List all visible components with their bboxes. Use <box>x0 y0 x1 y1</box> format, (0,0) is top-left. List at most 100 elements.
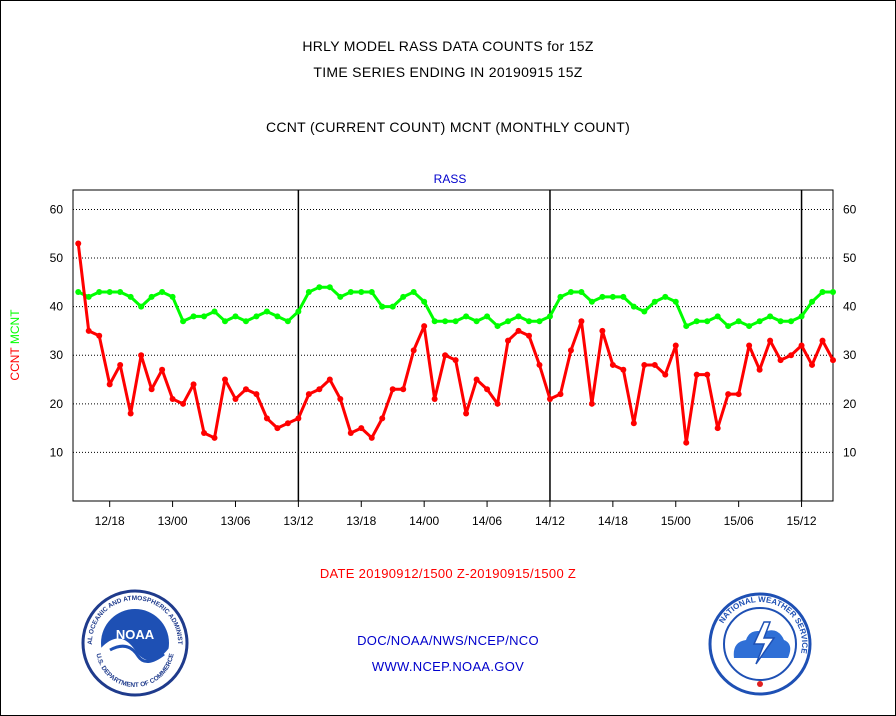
ccnt-point <box>536 361 543 368</box>
ccnt-point <box>253 391 260 398</box>
mcnt-point <box>253 313 260 320</box>
y-tick-label-left: 30 <box>50 348 64 362</box>
ccnt-point <box>190 381 197 388</box>
ccnt-point <box>798 342 805 349</box>
mcnt-point <box>693 318 700 325</box>
mcnt-point <box>305 289 312 296</box>
mcnt-point <box>242 318 249 325</box>
mcnt-point <box>284 318 291 325</box>
x-tick-label: 14/06 <box>472 514 502 528</box>
mcnt-point <box>274 313 281 320</box>
ccnt-point <box>117 361 124 368</box>
mcnt-point <box>347 289 354 296</box>
ccnt-point <box>232 395 239 402</box>
x-tick-label: 15/00 <box>661 514 691 528</box>
ccnt-point <box>263 415 270 422</box>
mcnt-point <box>777 318 784 325</box>
ccnt-point <box>431 395 438 402</box>
x-tick-label: 15/06 <box>724 514 754 528</box>
ccnt-point <box>295 415 302 422</box>
ccnt-point <box>557 391 564 398</box>
mcnt-point <box>85 293 92 300</box>
mcnt-point <box>515 313 522 320</box>
ccnt-point <box>599 327 606 334</box>
ccnt-point <box>609 361 616 368</box>
ccnt-point <box>735 391 742 398</box>
mcnt-point <box>127 293 134 300</box>
ccnt-point <box>159 366 166 373</box>
mcnt-point <box>536 318 543 325</box>
mcnt-point <box>630 303 637 310</box>
x-tick-label: 13/12 <box>283 514 313 528</box>
mcnt-point <box>756 318 763 325</box>
ccnt-point <box>400 386 407 393</box>
x-tick-label: 12/18 <box>95 514 125 528</box>
ccnt-point <box>630 420 637 427</box>
y-tick-label-left: 60 <box>50 202 64 216</box>
ccnt-point <box>567 347 574 354</box>
mcnt-point <box>180 318 187 325</box>
ccnt-point <box>777 357 784 364</box>
x-tick-label: 13/00 <box>158 514 188 528</box>
y-tick-label-left: 10 <box>50 445 64 459</box>
ccnt-point <box>830 357 836 364</box>
ccnt-point <box>662 371 669 378</box>
mcnt-point <box>117 289 124 296</box>
mcnt-point <box>683 323 690 330</box>
ccnt-point <box>672 342 679 349</box>
ccnt-point <box>515 327 522 334</box>
x-tick-label: 13/06 <box>220 514 250 528</box>
mcnt-point <box>379 303 386 310</box>
mcnt-point <box>725 323 732 330</box>
mcnt-point <box>222 318 228 325</box>
mcnt-point <box>546 313 553 320</box>
y-tick-label-right: 60 <box>843 202 857 216</box>
mcnt-point <box>368 289 375 296</box>
mcnt-point <box>819 289 826 296</box>
x-tick-label: 13/18 <box>346 514 376 528</box>
y-axis-label: CCNT MCNT <box>8 309 22 381</box>
mcnt-point <box>484 313 491 320</box>
ccnt-point <box>505 337 512 344</box>
chart-subtitle: CCNT (CURRENT COUNT) MCNT (MONTHLY COUNT… <box>265 119 631 135</box>
ccnt-point <box>526 332 532 339</box>
mcnt-point <box>326 284 333 291</box>
y-tick-label-right: 20 <box>843 397 857 411</box>
mcnt-point <box>138 303 145 310</box>
date-range-label: DATE 20190912/1500 Z-20190915/1500 Z <box>319 566 577 581</box>
ccnt-point <box>641 361 648 368</box>
mcnt-point <box>494 323 501 330</box>
mcnt-point <box>421 298 428 305</box>
mcnt-point <box>232 313 239 320</box>
ccnt-point <box>201 429 208 436</box>
chart-title-line2: TIME SERIES ENDING IN 20190915 15Z <box>313 64 583 80</box>
mcnt-point <box>148 293 155 300</box>
ccnt-point <box>809 361 816 368</box>
mcnt-point <box>463 313 470 320</box>
mcnt-point <box>190 313 197 320</box>
mcnt-point <box>830 289 836 296</box>
mcnt-point <box>473 318 480 325</box>
ccnt-point <box>546 395 553 402</box>
ccnt-point <box>368 434 375 441</box>
ccnt-point <box>704 371 711 378</box>
x-tick-label: 15/12 <box>787 514 817 528</box>
y-tick-label-right: 10 <box>843 445 857 459</box>
ccnt-point <box>358 425 365 432</box>
ccnt-point <box>588 400 595 407</box>
mcnt-point <box>557 293 564 300</box>
mcnt-point <box>588 298 595 305</box>
mcnt-point <box>201 313 208 320</box>
mcnt-point <box>651 298 658 305</box>
mcnt-point <box>106 289 113 296</box>
ccnt-point <box>578 318 585 325</box>
ccnt-point <box>452 357 459 364</box>
ccnt-point <box>473 376 480 383</box>
mcnt-point <box>788 318 795 325</box>
ccnt-point <box>683 439 690 446</box>
mcnt-point <box>735 318 742 325</box>
website-link[interactable]: WWW.NCEP.NOAA.GOV <box>371 659 525 674</box>
mcnt-point <box>389 303 396 310</box>
y-tick-label-left: 40 <box>50 300 64 314</box>
